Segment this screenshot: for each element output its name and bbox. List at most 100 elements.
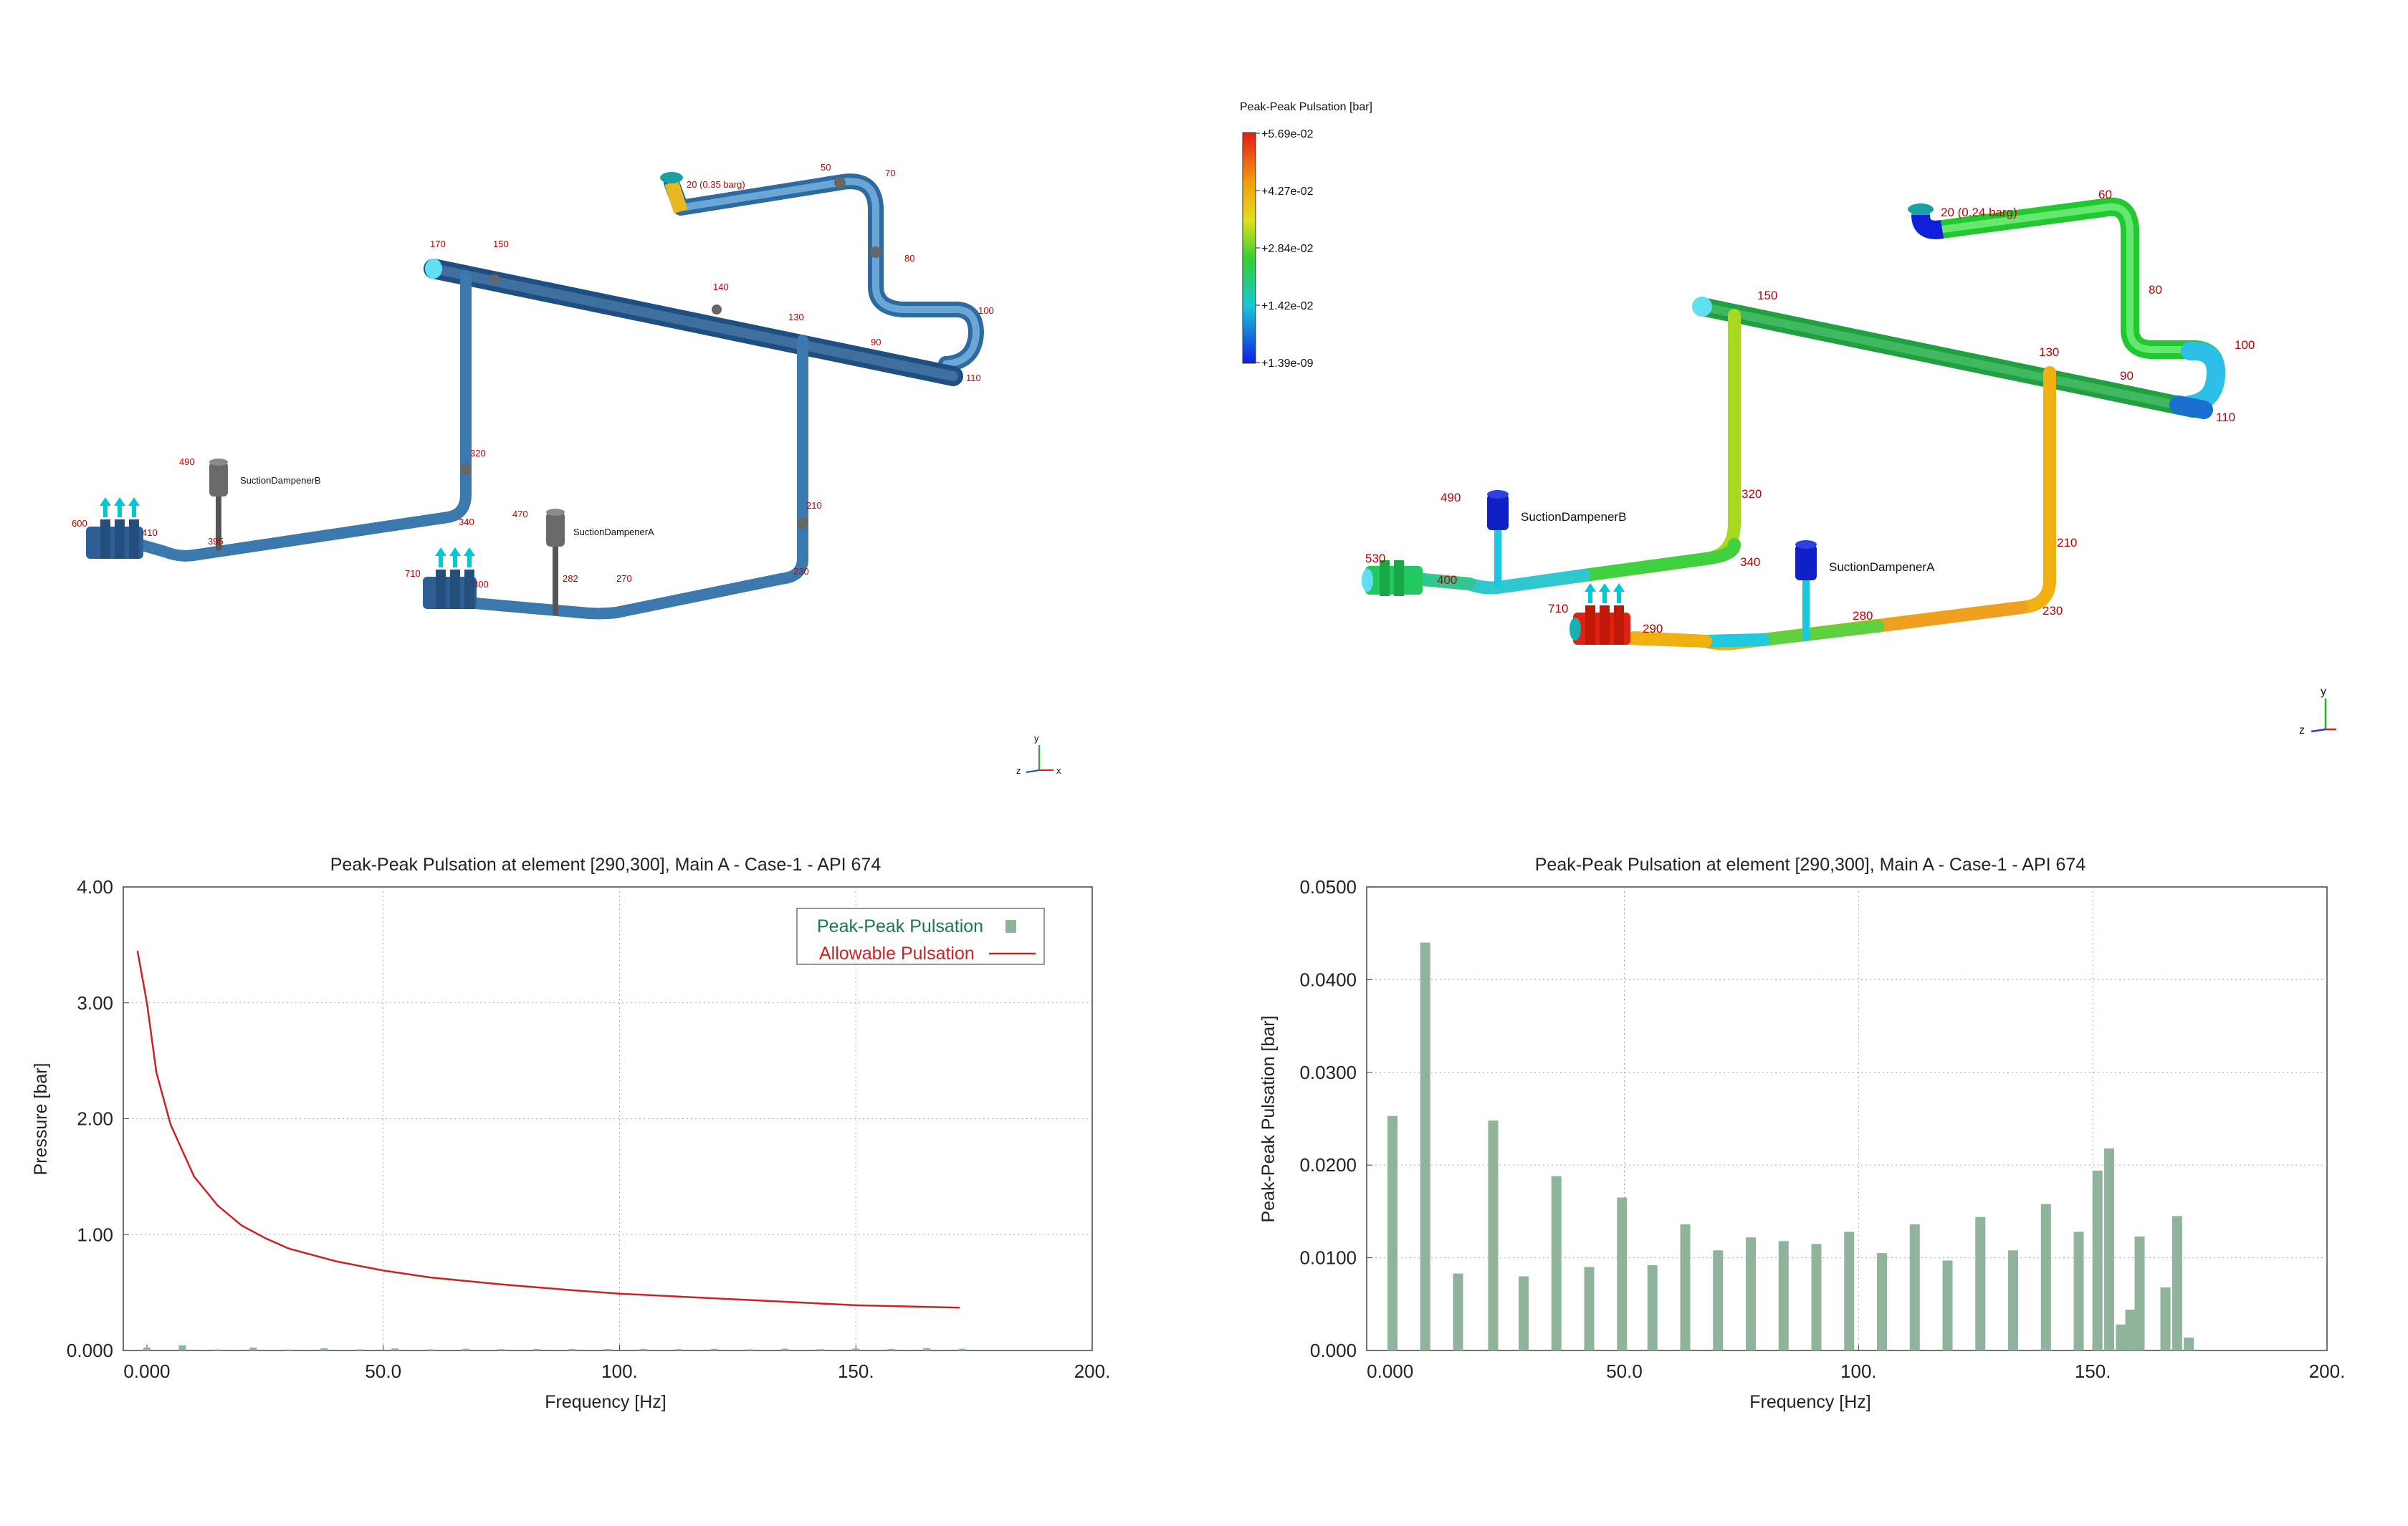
svg-text:90: 90 — [871, 337, 881, 347]
chart2-ytick-label: 0.0400 — [1299, 969, 1357, 990]
chart2-bar — [2104, 1148, 2115, 1350]
chart2-bar — [2125, 1310, 2136, 1350]
svg-text:230: 230 — [793, 566, 809, 577]
chart2-bar — [2172, 1216, 2182, 1350]
pipe-network-right — [1409, 197, 2225, 651]
chart1-bar — [320, 1348, 328, 1350]
chart2-bar — [1518, 1276, 1529, 1350]
svg-text:110: 110 — [966, 373, 981, 383]
svg-text:710: 710 — [405, 568, 421, 579]
chart2-bar — [2092, 1170, 2103, 1350]
chart1-title: Peak-Peak Pulsation at element [290,300]… — [330, 855, 882, 875]
svg-text:490: 490 — [179, 456, 195, 467]
chart1-bar — [391, 1348, 399, 1350]
chart2-xtick-label: 150. — [2075, 1361, 2111, 1382]
chart1-xtick-label: 0.000 — [123, 1361, 170, 1382]
chart1-legend: Peak-Peak Pulsation Allowable Pulsation — [796, 908, 1045, 965]
legend-allowable-label: Allowable Pulsation — [819, 944, 975, 964]
node-labels-right: 20 (0.24 barg) 60 80 100 110 90 130 150 … — [1365, 188, 2255, 635]
svg-text:20 (0.24 barg): 20 (0.24 barg) — [1941, 206, 2017, 219]
chart1-bar — [852, 1348, 860, 1350]
chart2-bar — [1453, 1273, 1463, 1350]
chart1-bar — [958, 1348, 966, 1350]
chart1-bar — [923, 1348, 931, 1350]
chart2-ytick-label: 0.0100 — [1299, 1247, 1357, 1269]
chart2-bar — [2134, 1236, 2145, 1350]
chart2-bar — [1713, 1250, 1724, 1350]
pipe-network-left — [134, 173, 984, 620]
svg-text:282: 282 — [563, 573, 578, 584]
chart1-bar — [781, 1348, 789, 1350]
colorbar-title: Peak-Peak Pulsation [bar] — [1240, 101, 1372, 113]
dampener-a-label-left: SuctionDampenerA — [573, 527, 654, 537]
compressor-b-left — [86, 497, 143, 559]
svg-text:230: 230 — [2042, 604, 2063, 618]
inlet-flange-left — [660, 172, 683, 183]
svg-text:110: 110 — [2216, 411, 2235, 424]
chart1-bar — [604, 1349, 611, 1350]
chart1-bar — [745, 1349, 753, 1350]
svg-text:60: 60 — [2098, 188, 2112, 201]
chart2-bar — [1975, 1217, 1986, 1350]
header-end-cap-right — [1692, 297, 1712, 317]
chart1-bar — [143, 1347, 150, 1350]
dampener-a-left — [546, 509, 565, 547]
chart2-ytick-label: 0.0200 — [1299, 1154, 1357, 1176]
dampener-b-label-left: SuctionDampenerB — [240, 475, 321, 486]
svg-text:300: 300 — [473, 579, 489, 590]
dampener-a-right — [1795, 540, 1817, 580]
chart2-bar — [1746, 1237, 1756, 1350]
chart2-bar — [2184, 1337, 2194, 1350]
chart2-bar — [1584, 1267, 1595, 1350]
chart-allowable-pulsation: Peak-Peak Pulsation at element [290,300]… — [31, 855, 1110, 1412]
chart1-xlabel: Frequency [Hz] — [545, 1392, 666, 1412]
svg-text:400: 400 — [1437, 573, 1457, 587]
chart1-allowable-line — [136, 950, 960, 1309]
axis-triad-left: y x z — [1016, 733, 1061, 776]
chart2-xlabel: Frequency [Hz] — [1749, 1392, 1871, 1412]
svg-text:490: 490 — [1440, 491, 1461, 504]
chart1-ytick-label: 1.00 — [77, 1224, 113, 1245]
chart1-bar — [249, 1347, 257, 1350]
svg-text:130: 130 — [788, 312, 804, 322]
chart1-bar — [816, 1349, 824, 1350]
chart2-bar — [1647, 1265, 1658, 1350]
model-view-left[interactable]: 20 (0.35 barg) 50 70 80 100 110 90 130 1… — [0, 0, 1118, 802]
inlet-flange-right — [1908, 203, 1934, 215]
compressor-a-left — [423, 547, 477, 609]
svg-text:410: 410 — [142, 527, 158, 538]
compressor-b-right — [1362, 560, 1423, 596]
chart2-bar — [1778, 1241, 1789, 1350]
chart1-bar — [710, 1348, 718, 1350]
svg-text:600: 600 — [72, 518, 87, 529]
svg-text:y: y — [2321, 686, 2326, 698]
chart2-bar — [1942, 1260, 1953, 1350]
chart1-ytick-label: 0.000 — [67, 1340, 113, 1361]
chart2-title: Peak-Peak Pulsation at element [290,300]… — [1535, 855, 2086, 875]
chart1-bars — [143, 1345, 966, 1350]
chart2-ylabel: Peak-Peak Pulsation [bar] — [1258, 1015, 1279, 1222]
svg-text:340: 340 — [1740, 555, 1760, 569]
svg-text:80: 80 — [2149, 283, 2162, 297]
compressor-a-right — [1570, 583, 1630, 645]
chart2-xtick-label: 0.000 — [1367, 1361, 1413, 1382]
legend-peak-peak-label: Peak-Peak Pulsation — [817, 916, 983, 936]
chart2-bar — [2008, 1250, 2019, 1350]
chart2-ytick-label: 0.0500 — [1299, 876, 1357, 898]
svg-text:710: 710 — [1548, 602, 1568, 615]
chart1-bar — [497, 1349, 505, 1350]
chart2-grid — [1367, 887, 2327, 1350]
svg-text:+2.84e-02: +2.84e-02 — [1261, 243, 1314, 255]
svg-text:100: 100 — [978, 305, 994, 316]
chart2-xtick-label: 100. — [1840, 1361, 1877, 1382]
model-view-right[interactable]: 20 (0.24 barg) 60 80 100 110 90 130 150 … — [1333, 0, 2336, 788]
svg-text:320: 320 — [1742, 487, 1762, 501]
svg-text:320: 320 — [470, 448, 486, 459]
chart-peak-peak-bars: Peak-Peak Pulsation at element [290,300]… — [1258, 855, 2345, 1412]
chart2-bar — [1551, 1176, 1562, 1350]
chart1-xtick-label: 200. — [1074, 1361, 1111, 1382]
chart1-x-ticks: 0.000 50.0 100. 150. 200. — [123, 1345, 1110, 1382]
svg-text:290: 290 — [1643, 622, 1663, 635]
svg-text:70: 70 — [885, 168, 895, 178]
svg-text:z: z — [2299, 724, 2305, 736]
